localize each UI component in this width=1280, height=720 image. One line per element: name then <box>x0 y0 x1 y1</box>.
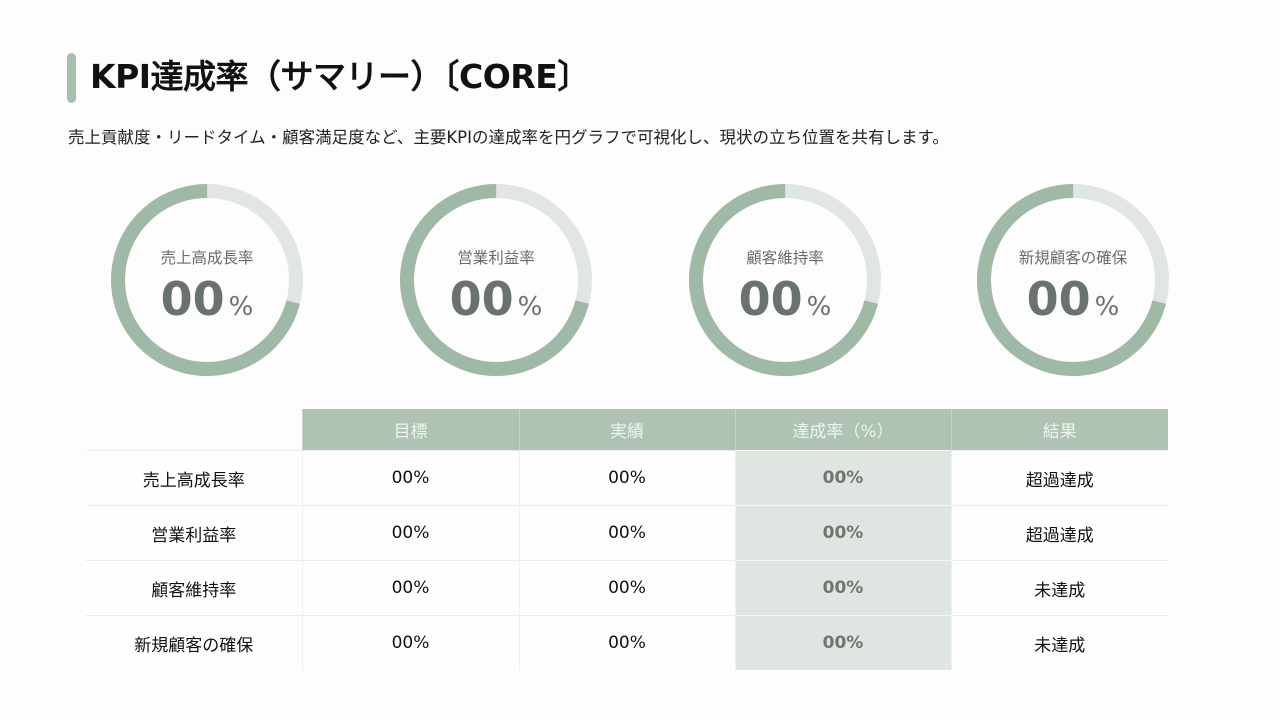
header-result: 結果 <box>950 409 1168 451</box>
page-subtitle: 売上貢献度・リードタイム・顧客満足度など、主要KPIの達成率を円グラフで可視化し… <box>68 128 949 147</box>
kpi-table: 目標 実績 達成率（%） 結果 売上高成長率 00% 00% 00% 超過達成 … <box>86 409 1168 670</box>
donut-chart: 新規顧客の確保 00% <box>973 180 1173 380</box>
table-row: 営業利益率 00% 00% 00% 超過達成 <box>86 505 1168 561</box>
rate-cell: 00% <box>734 505 951 561</box>
donut-chart: 顧客維持率 00% <box>685 180 885 380</box>
title-accent-bar <box>67 53 76 103</box>
target-cell: 00% <box>301 450 519 506</box>
donut-ring <box>111 184 303 376</box>
donut-label: 売上高成長率 <box>160 249 254 267</box>
result-cell: 超過達成 <box>950 505 1168 561</box>
donut-chart: 営業利益率 00% <box>396 180 596 380</box>
result-cell: 超過達成 <box>950 450 1168 506</box>
donut-label: 営業利益率 <box>457 249 535 267</box>
actual-cell: 00% <box>518 615 735 670</box>
donut-chart: 売上高成長率 00% <box>107 180 307 380</box>
table-row: 新規顧客の確保 00% 00% 00% 未達成 <box>86 615 1168 670</box>
kpi-name: 売上高成長率 <box>86 450 302 506</box>
donut-value: 00% <box>738 272 832 326</box>
donut-ring <box>689 184 881 376</box>
header-target: 目標 <box>301 409 519 451</box>
table-row: 顧客維持率 00% 00% 00% 未達成 <box>86 560 1168 616</box>
rate-cell: 00% <box>734 560 951 616</box>
header-actual: 実績 <box>518 409 735 451</box>
table-header-row: 目標 実績 達成率（%） 結果 <box>86 409 1168 451</box>
donut-ring <box>400 184 592 376</box>
table-row: 売上高成長率 00% 00% 00% 超過達成 <box>86 450 1168 506</box>
target-cell: 00% <box>301 505 519 561</box>
page-title: KPI達成率（サマリー）〔CORE〕 <box>90 57 590 96</box>
donut-value: 00% <box>160 272 254 326</box>
donut-value: 00% <box>1026 272 1120 326</box>
rate-cell: 00% <box>734 450 951 506</box>
donut-ring <box>977 184 1169 376</box>
result-cell: 未達成 <box>950 615 1168 670</box>
donut-value: 00% <box>449 272 543 326</box>
donut-chart-row: 売上高成長率 00% 営業利益率 00% 顧客維持率 00% 新規顧客の確保 0… <box>0 180 1280 385</box>
target-cell: 00% <box>301 560 519 616</box>
kpi-name: 顧客維持率 <box>86 560 302 616</box>
header-blank <box>86 409 302 451</box>
actual-cell: 00% <box>518 450 735 506</box>
donut-label: 新規顧客の確保 <box>1018 249 1128 267</box>
kpi-name: 営業利益率 <box>86 505 302 561</box>
actual-cell: 00% <box>518 505 735 561</box>
rate-cell: 00% <box>734 615 951 670</box>
header-rate: 達成率（%） <box>734 409 951 451</box>
target-cell: 00% <box>301 615 519 670</box>
kpi-name: 新規顧客の確保 <box>86 615 302 670</box>
actual-cell: 00% <box>518 560 735 616</box>
result-cell: 未達成 <box>950 560 1168 616</box>
donut-label: 顧客維持率 <box>746 249 824 267</box>
